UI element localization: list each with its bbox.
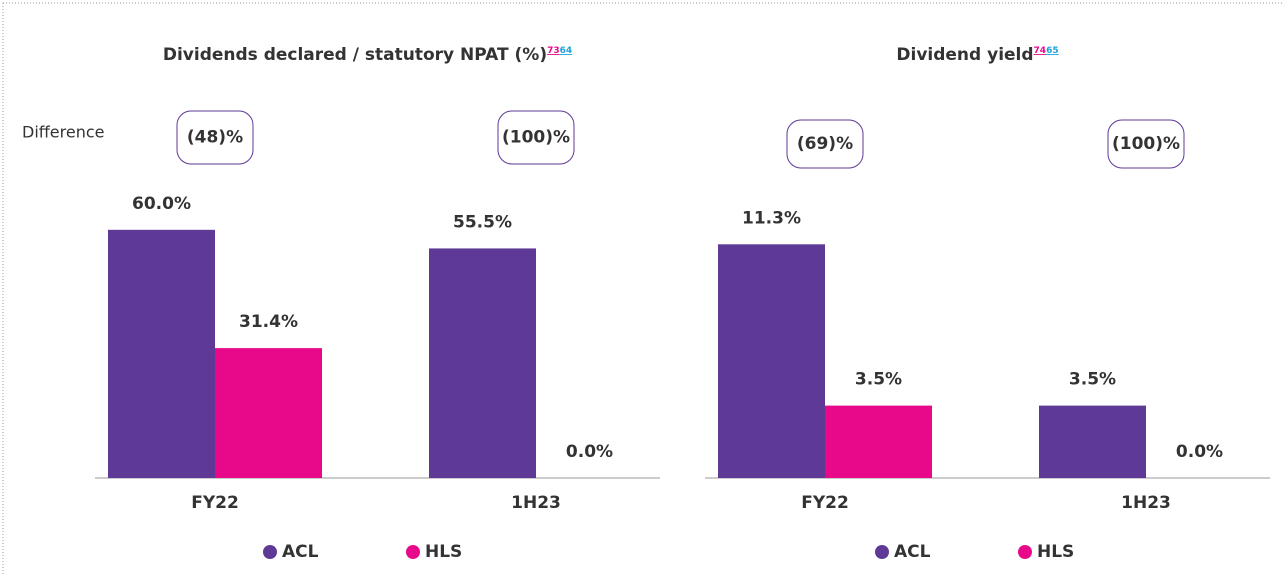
- difference-box: [497, 110, 575, 165]
- legend-swatch: [1018, 545, 1032, 559]
- bar: [1039, 405, 1146, 478]
- footnote-ref: 74: [1034, 46, 1047, 56]
- difference-box: [1107, 119, 1185, 169]
- difference-value: (48)%: [187, 128, 243, 148]
- footnote-ref: 65: [1046, 46, 1059, 56]
- value-label: 3.5%: [1069, 370, 1116, 390]
- value-label: 0.0%: [1176, 442, 1223, 462]
- bar: [825, 405, 932, 478]
- bar: [718, 244, 825, 478]
- value-label: 0.0%: [566, 442, 613, 462]
- legend-swatch: [875, 545, 889, 559]
- x-tick-label: 1H23: [1121, 493, 1171, 513]
- value-label: 3.5%: [855, 370, 902, 390]
- value-label: 60.0%: [132, 194, 191, 214]
- title-text: Dividend yield: [896, 45, 1033, 65]
- difference-box: [176, 110, 254, 165]
- difference-box: [786, 119, 864, 169]
- legend-label: HLS: [425, 542, 462, 562]
- value-label: 55.5%: [453, 212, 512, 232]
- chart-title: Dividends declared / statutory NPAT (%)7…: [163, 45, 572, 65]
- value-label: 31.4%: [239, 312, 298, 332]
- x-tick-label: 1H23: [511, 493, 561, 513]
- legend-swatch: [406, 545, 420, 559]
- difference-value: (100)%: [1112, 134, 1180, 154]
- legend-label: ACL: [282, 542, 319, 562]
- bar: [429, 248, 536, 478]
- title-text: Dividends declared / statutory NPAT (%): [163, 45, 547, 65]
- difference-label: Difference: [22, 123, 104, 142]
- legend-swatch: [263, 545, 277, 559]
- x-tick-label: FY22: [191, 493, 239, 513]
- x-tick-label: FY22: [801, 493, 849, 513]
- footnote-ref: 64: [560, 46, 573, 56]
- difference-value: (69)%: [797, 134, 853, 154]
- value-label: 11.3%: [742, 208, 801, 228]
- difference-value: (100)%: [502, 128, 570, 148]
- bar: [215, 348, 322, 478]
- footnote-ref: 73: [547, 46, 560, 56]
- legend-label: ACL: [894, 542, 931, 562]
- bar: [108, 229, 215, 478]
- chart-title: Dividend yield7465: [896, 45, 1058, 65]
- legend-label: HLS: [1037, 542, 1074, 562]
